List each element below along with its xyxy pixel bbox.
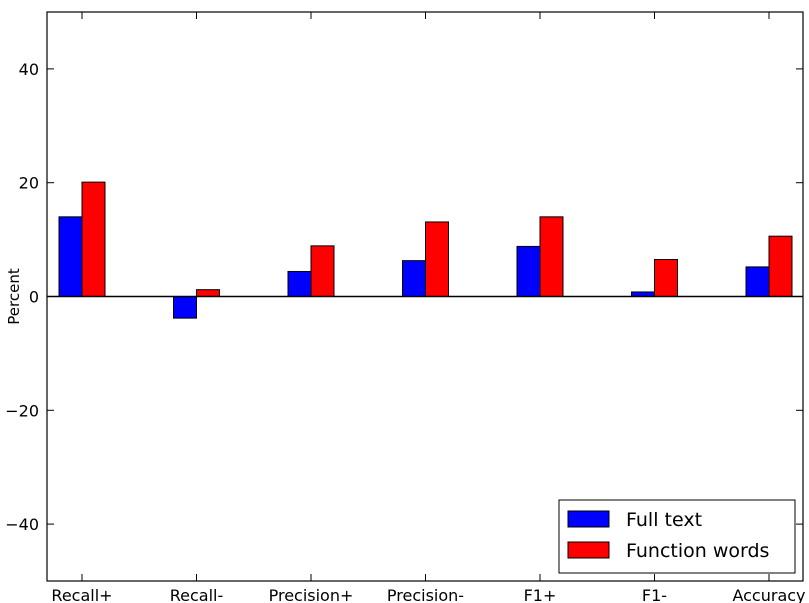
- bar-full-text-1: [173, 296, 197, 319]
- y-tick-label: −20: [5, 401, 39, 420]
- y-axis-label: Percent: [5, 268, 23, 325]
- y-tick-label: 40: [19, 60, 39, 79]
- x-tick-label: Precision-: [387, 586, 464, 603]
- bar-function-words-5: [654, 259, 678, 298]
- bar-function-words-6: [768, 235, 793, 298]
- bar-full-text-6: [745, 266, 770, 297]
- bar-function-words-1: [196, 289, 220, 297]
- bars-group: [58, 181, 793, 319]
- bar-function-words-4: [539, 216, 564, 297]
- x-tick-label: Recall+: [51, 586, 112, 603]
- x-tick-label: Recall-: [170, 586, 224, 603]
- legend-swatch: [567, 541, 610, 559]
- x-tick-label: F1-: [642, 586, 667, 603]
- bar-function-words-0: [81, 181, 106, 297]
- x-tick-label: Precision+: [269, 586, 354, 603]
- bar-full-text-0: [58, 216, 83, 297]
- legend-label: Function words: [626, 540, 769, 562]
- bar-function-words-2: [310, 245, 335, 297]
- legend-swatch: [567, 510, 610, 528]
- legend: Full text Function words: [558, 499, 796, 574]
- y-tick-label: 0: [29, 288, 39, 307]
- x-ticks-group: Recall+ Recall- Precision+ Precision- F1+ F1-…: [51, 12, 806, 603]
- bar-full-text-4: [516, 245, 541, 297]
- y-tick-label: 20: [19, 174, 39, 193]
- y-tick-label: −40: [5, 515, 39, 534]
- bar-full-text-3: [402, 260, 426, 298]
- bar-function-words-3: [425, 221, 449, 297]
- x-tick-label: Accuracy: [732, 586, 805, 603]
- legend-label: Full text: [626, 509, 702, 531]
- x-tick-label: F1+: [524, 586, 557, 603]
- bar-full-text-2: [287, 270, 312, 297]
- y-ticks-group: −40 −20 0 20 40: [5, 60, 803, 534]
